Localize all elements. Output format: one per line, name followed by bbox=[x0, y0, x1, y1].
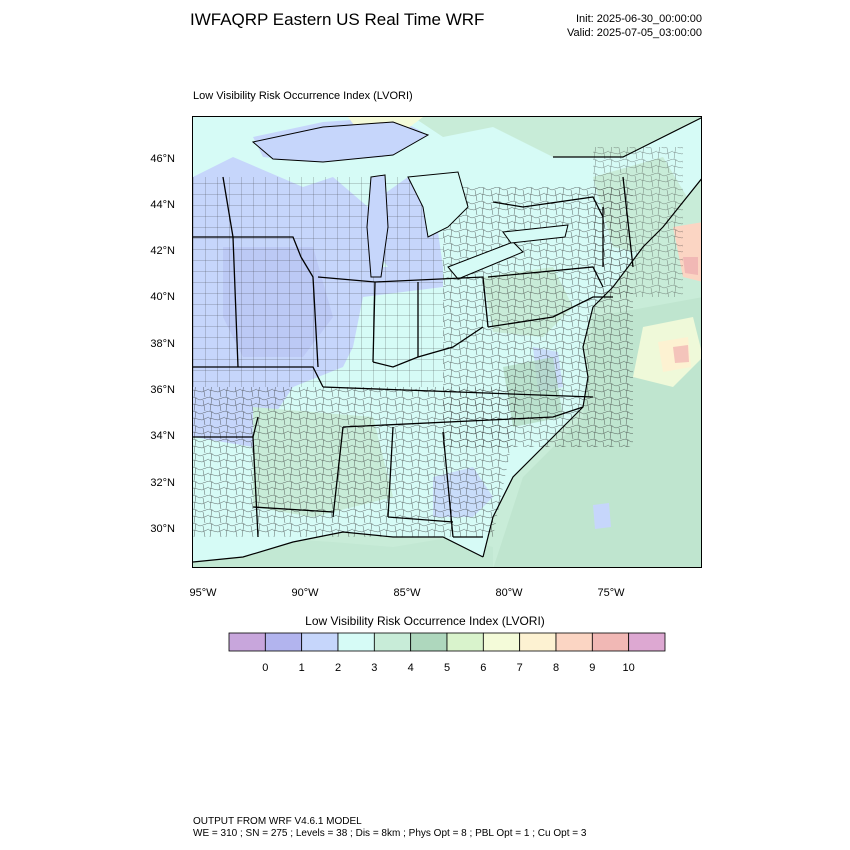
colorbar-label-6: 6 bbox=[480, 662, 487, 674]
colorbar-boxes bbox=[228, 632, 666, 652]
colorbar-box-0 bbox=[228, 632, 266, 652]
variable-label: Low Visibility Risk Occurrence Index (LV… bbox=[193, 90, 413, 102]
lat-label-36: 36°N bbox=[150, 384, 175, 396]
colorbar-label-8: 8 bbox=[552, 662, 560, 674]
lat-label-44: 44°N bbox=[150, 199, 175, 211]
map-svg bbox=[193, 117, 701, 567]
lake-superior bbox=[251, 121, 430, 163]
coastlines bbox=[193, 117, 701, 563]
colorbar-box-9 bbox=[555, 632, 593, 652]
colorbar-svg bbox=[228, 632, 666, 652]
lat-label-42: 42°N bbox=[150, 245, 175, 257]
colorbar-box-8 bbox=[519, 632, 557, 652]
footer-model: OUTPUT FROM WRF V4.6.1 MODEL bbox=[193, 816, 362, 827]
lon-label-95: 95°W bbox=[189, 587, 217, 599]
high-index-atlantic-red bbox=[673, 345, 689, 363]
colorbar bbox=[228, 632, 666, 657]
colorbar-box-11 bbox=[628, 632, 666, 652]
colorbar-label-4: 4 bbox=[407, 662, 414, 674]
lon-label-80: 80°W bbox=[495, 587, 523, 599]
colorbar-box-1 bbox=[264, 632, 303, 652]
colorbar-label-0: 0 bbox=[262, 662, 269, 674]
lat-label-40: 40°N bbox=[150, 291, 175, 303]
footer-config: WE = 310 ; SN = 275 ; Levels = 38 ; Dis … bbox=[193, 828, 587, 839]
colorbar-label-3: 3 bbox=[371, 662, 378, 674]
colorbar-box-7 bbox=[482, 632, 521, 652]
lon-label-75: 75°W bbox=[597, 587, 625, 599]
map-panel bbox=[192, 116, 702, 568]
colorbar-box-3 bbox=[337, 632, 375, 652]
colorbar-label-2: 2 bbox=[334, 662, 342, 674]
lake-erie bbox=[447, 241, 524, 280]
lake-michigan bbox=[366, 174, 389, 278]
low-index-gulf bbox=[593, 503, 611, 529]
valid-time: Valid: 2025-07-05_03:00:00 bbox=[567, 27, 702, 39]
lat-label-46: 46°N bbox=[150, 153, 175, 165]
lat-label-38: 38°N bbox=[150, 338, 175, 350]
lake-ontario bbox=[502, 224, 569, 244]
colorbar-label-9: 9 bbox=[589, 662, 596, 674]
colorbar-box-2 bbox=[301, 632, 339, 652]
colorbar-box-10 bbox=[591, 632, 630, 652]
lat-label-30: 30°N bbox=[150, 523, 175, 535]
colorbar-label-5: 5 bbox=[443, 662, 451, 674]
map-title: IWFAQRP Eastern US Real Time WRF bbox=[190, 10, 485, 29]
lon-label-85: 85°W bbox=[393, 587, 421, 599]
county-lines-south bbox=[193, 387, 523, 537]
init-time: Init: 2025-06-30_00:00:00 bbox=[576, 13, 702, 25]
county-lines-northeast bbox=[593, 147, 683, 297]
colorbar-label-7: 7 bbox=[516, 662, 523, 674]
colorbar-title: Low Visibility Risk Occurrence Index (LV… bbox=[305, 614, 545, 628]
colorbar-box-6 bbox=[446, 632, 484, 652]
colorbar-box-5 bbox=[410, 632, 448, 652]
lon-label-90: 90°W bbox=[291, 587, 319, 599]
state-boundaries bbox=[193, 176, 634, 538]
colorbar-label-10: 10 bbox=[622, 662, 635, 674]
colorbar-label-1: 1 bbox=[298, 662, 305, 674]
lake-huron bbox=[407, 171, 469, 238]
colorbar-box-4 bbox=[373, 632, 412, 652]
lat-label-34: 34°N bbox=[150, 430, 175, 442]
lat-label-32: 32°N bbox=[150, 477, 175, 489]
high-index-cape-core bbox=[683, 257, 698, 275]
